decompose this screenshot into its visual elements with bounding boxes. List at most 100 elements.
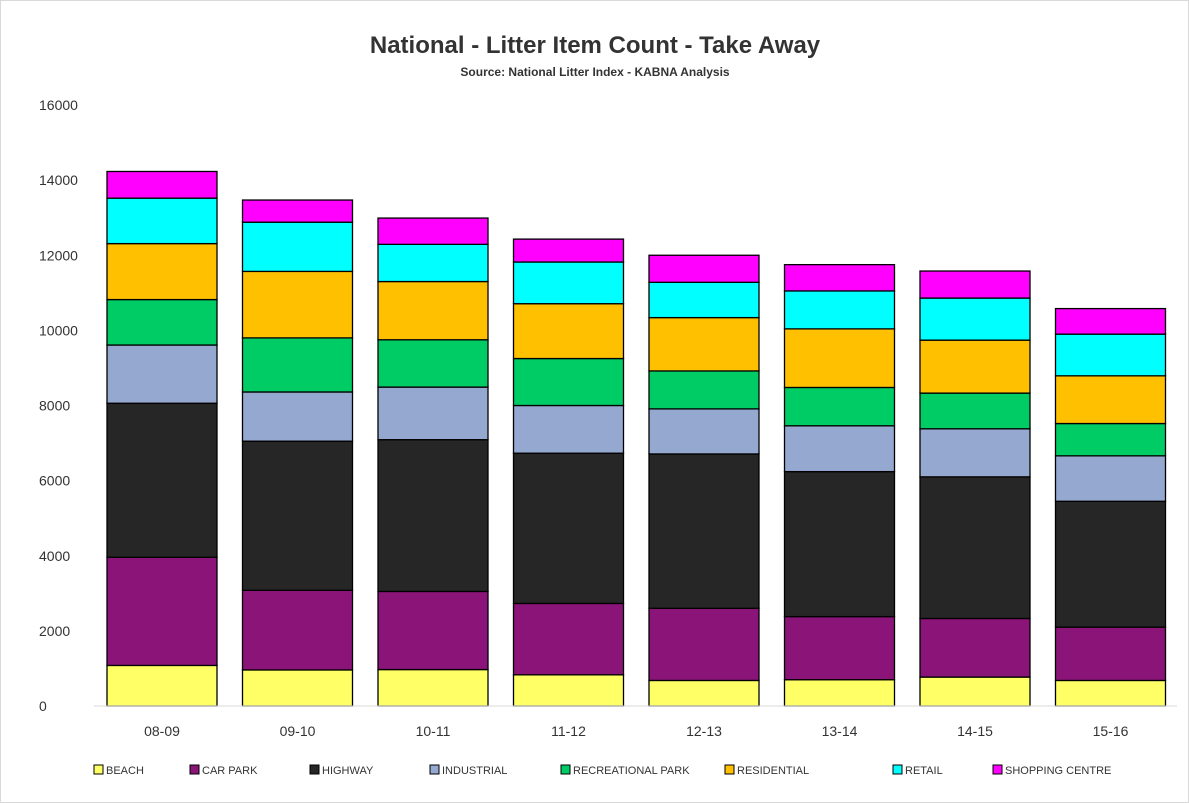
x-tick-label: 09-10: [280, 723, 316, 739]
y-tick-label: 0: [39, 698, 47, 714]
legend-swatch: [560, 764, 571, 775]
x-tick-label: 14-15: [957, 723, 993, 739]
bar-segment-industrial: [377, 386, 489, 441]
bar-segment-car-park: [1054, 626, 1167, 682]
bar-segment-shopping-centre: [919, 270, 1031, 299]
bar-stack-09-10: [241, 199, 354, 707]
y-tick-label: 4000: [39, 548, 70, 564]
bar-segment-highway: [919, 476, 1031, 620]
bar-segment-car-park: [919, 617, 1031, 678]
y-tick-label: 10000: [39, 322, 78, 338]
legend-label: INDUSTRIAL: [442, 765, 507, 777]
bar-segment-retail: [1054, 333, 1167, 377]
y-tick-label: 8000: [39, 398, 70, 414]
y-tick-label: 14000: [39, 172, 78, 188]
bar-segment-highway: [1054, 500, 1167, 628]
legend-item-recreational-park: RECREATIONAL PARK: [560, 764, 690, 777]
bar-segment-recreational-park: [241, 337, 354, 393]
bar-segment-industrial: [648, 408, 760, 455]
bar-segment-highway: [106, 402, 218, 558]
legend-swatch: [309, 764, 320, 775]
bar-segment-beach: [783, 679, 896, 707]
bar-segment-shopping-centre: [241, 199, 354, 223]
bar-segment-retail: [919, 297, 1031, 341]
bar-segment-beach: [1054, 679, 1167, 707]
bar-segment-industrial: [919, 428, 1031, 478]
bar-segment-recreational-park: [648, 370, 760, 410]
bar-segment-highway: [241, 440, 354, 591]
legend-swatch: [724, 764, 735, 775]
bar-segment-residential: [106, 242, 218, 301]
bar-segment-retail: [512, 261, 625, 305]
bar-segment-car-park: [241, 589, 354, 671]
legend-label: CAR PARK: [202, 765, 258, 777]
bar-segment-shopping-centre: [648, 254, 760, 283]
bar-segment-industrial: [106, 344, 218, 404]
y-tick-label: 16000: [39, 97, 78, 113]
bar-stack-10-11: [377, 217, 489, 707]
bar-segment-beach: [919, 676, 1031, 707]
bar-segment-residential: [648, 316, 760, 372]
bar-segment-residential: [1054, 375, 1167, 425]
legend-swatch: [93, 764, 104, 775]
bar-segment-retail: [783, 290, 896, 330]
y-axis: 0 2000 4000 6000 8000 10000 12000 14000 16000: [39, 97, 78, 714]
legend: BEACH CAR PARK HIGHWAY INDUSTRIAL RECREATION…: [93, 764, 1111, 777]
bar-segment-retail: [377, 243, 489, 283]
bar-segment-shopping-centre: [783, 263, 896, 292]
bar-segment-highway: [648, 453, 760, 609]
legend-item-industrial: INDUSTRIAL: [429, 764, 507, 777]
bar-segment-beach: [241, 669, 354, 707]
bar-segment-car-park: [783, 615, 896, 681]
bar-segment-recreational-park: [512, 357, 625, 407]
legend-label: HIGHWAY: [322, 765, 374, 777]
legend-label: RECREATIONAL PARK: [573, 765, 690, 777]
bar-stack-08-09: [106, 170, 218, 707]
bar-segment-recreational-park: [783, 386, 896, 427]
x-axis: 08-09 09-10 10-11 11-12 12-13 13-14 14-15 15-16: [94, 705, 1177, 739]
bar-stack-13-14: [783, 263, 896, 707]
y-tick-label: 12000: [39, 247, 78, 263]
x-tick-label: 10-11: [416, 723, 451, 739]
bar-segment-car-park: [106, 556, 218, 667]
bar-segment-residential: [377, 280, 489, 341]
bar-segment-retail: [106, 197, 218, 245]
x-tick-label: 11-12: [551, 723, 586, 739]
legend-swatch: [992, 764, 1003, 775]
bar-segment-residential: [241, 270, 354, 339]
bar-segment-industrial: [512, 404, 625, 454]
x-tick-label: 12-13: [686, 723, 722, 739]
bar-segment-beach: [648, 679, 760, 707]
bar-segment-beach: [377, 668, 489, 707]
bar-stack-12-13: [648, 254, 760, 707]
bar-segment-recreational-park: [377, 339, 489, 388]
bar-segment-beach: [512, 674, 625, 707]
legend-item-shopping-centre: SHOPPING CENTRE: [992, 764, 1111, 777]
bar-segment-industrial: [783, 425, 896, 473]
legend-item-beach: BEACH: [93, 764, 144, 777]
bar-segment-shopping-centre: [512, 238, 625, 263]
legend-swatch: [429, 764, 440, 775]
chart-title: National - Litter Item Count - Take Away: [370, 32, 821, 59]
legend-swatch: [892, 764, 903, 775]
bar-segment-industrial: [1054, 455, 1167, 502]
bar-segment-recreational-park: [1054, 422, 1167, 457]
bar-segment-recreational-park: [106, 298, 218, 346]
legend-item-residential: RESIDENTIAL: [724, 764, 809, 777]
bar-segment-car-park: [512, 602, 625, 676]
bar-stack-11-12: [512, 238, 625, 707]
bar-segment-highway: [783, 470, 896, 618]
bar-segment-shopping-centre: [106, 170, 218, 199]
bar-segment-residential: [512, 303, 625, 360]
legend-label: RESIDENTIAL: [737, 765, 809, 777]
x-tick-label: 13-14: [822, 723, 858, 739]
bar-segment-residential: [919, 339, 1031, 394]
chart-subtitle: Source: National Litter Index - KABNA An…: [460, 65, 729, 79]
bars: [106, 170, 1167, 707]
bar-segment-beach: [106, 664, 218, 707]
y-tick-label: 6000: [39, 473, 70, 489]
bar-segment-car-park: [648, 607, 760, 682]
bar-segment-shopping-centre: [1054, 307, 1167, 335]
